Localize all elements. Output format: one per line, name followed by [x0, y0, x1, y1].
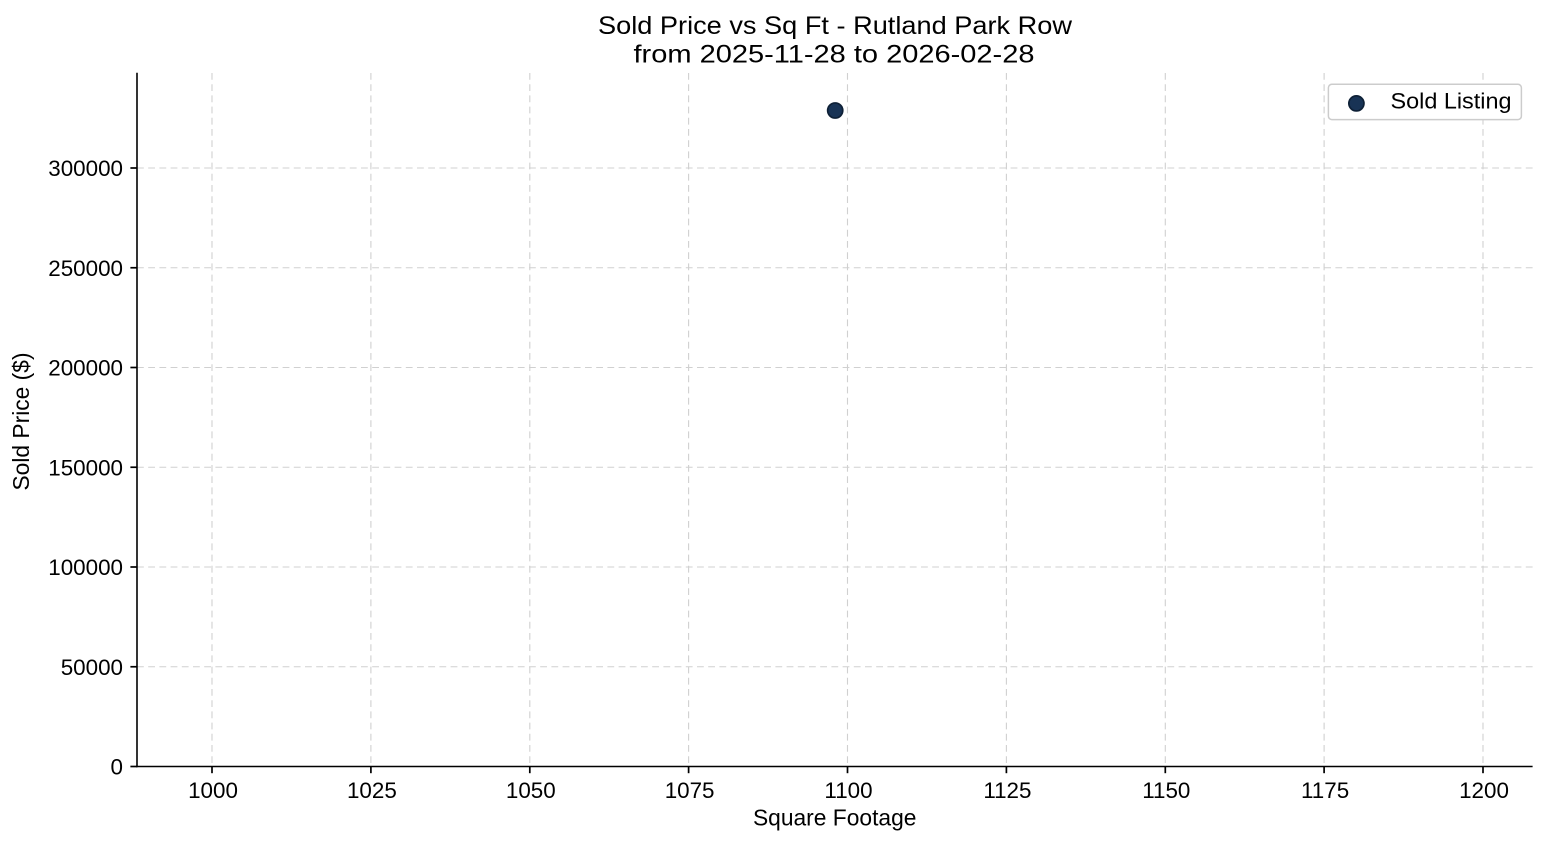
svg-text:1025: 1025: [347, 778, 397, 803]
svg-text:1000: 1000: [188, 778, 238, 803]
svg-text:1050: 1050: [506, 778, 556, 803]
svg-text:200000: 200000: [48, 356, 123, 381]
svg-text:0: 0: [111, 755, 123, 780]
svg-text:250000: 250000: [48, 256, 123, 281]
svg-text:from 2025-11-28 to 2026-02-28: from 2025-11-28 to 2026-02-28: [634, 41, 1035, 68]
svg-text:50000: 50000: [61, 655, 123, 680]
svg-text:100000: 100000: [48, 555, 123, 580]
svg-text:1100: 1100: [824, 778, 872, 803]
svg-text:1175: 1175: [1301, 778, 1349, 803]
svg-text:1150: 1150: [1142, 778, 1190, 803]
svg-text:1075: 1075: [665, 778, 715, 803]
svg-text:150000: 150000: [48, 455, 123, 480]
svg-text:Sold Listing: Sold Listing: [1391, 88, 1512, 113]
svg-text:1200: 1200: [1459, 778, 1509, 803]
svg-text:1125: 1125: [983, 778, 1031, 803]
svg-text:Sold Price vs Sq Ft - Rutland: Sold Price vs Sq Ft - Rutland Park Row: [598, 13, 1072, 40]
svg-text:300000: 300000: [48, 156, 123, 181]
svg-text:Sold Price ($): Sold Price ($): [8, 352, 34, 490]
svg-text:Square Footage: Square Footage: [753, 804, 917, 830]
